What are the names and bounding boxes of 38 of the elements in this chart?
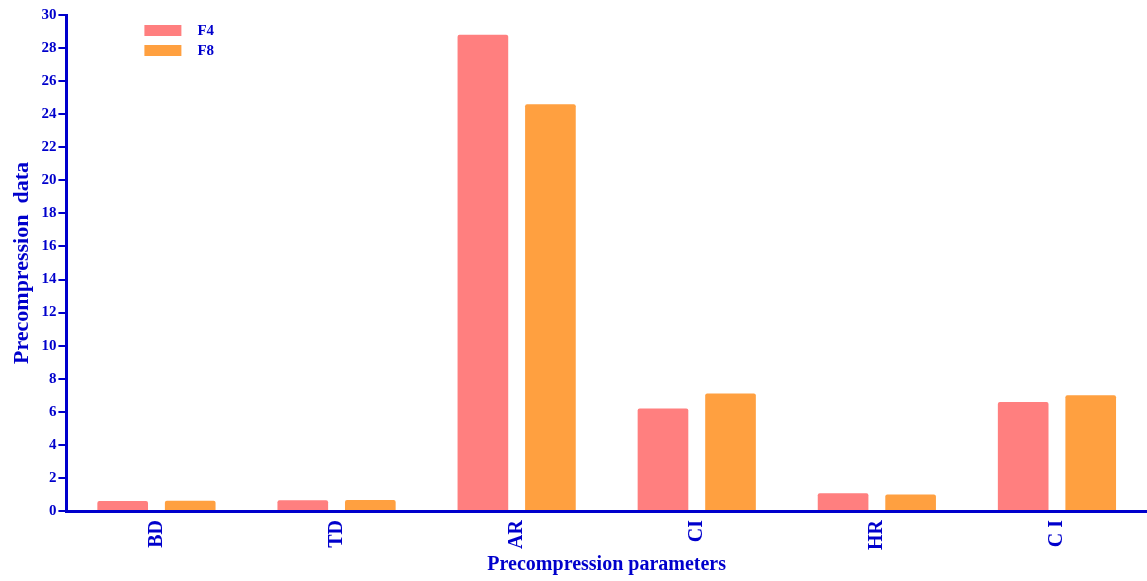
- bar: [997, 401, 1049, 510]
- x-tick-label: BD: [143, 520, 166, 548]
- y-tick-label: 14: [41, 270, 57, 287]
- y-tick-label: 10: [41, 336, 57, 353]
- y-tick-label: 6: [48, 402, 57, 419]
- y-tick-label: 16: [41, 237, 57, 254]
- y-tick-label: 22: [41, 138, 57, 155]
- legend-label: F4: [197, 21, 215, 38]
- x-tick-label: CI: [683, 519, 706, 543]
- y-tick-label: 28: [41, 38, 57, 55]
- bar: [1065, 395, 1117, 510]
- x-tick-label: TD: [323, 520, 346, 548]
- legend-label: F8: [197, 41, 215, 58]
- y-tick-label: 26: [41, 72, 57, 89]
- x-tick-label: AR: [503, 519, 526, 549]
- y-tick-label: 24: [41, 105, 57, 122]
- bar: [457, 34, 509, 510]
- y-tick-label: 4: [48, 435, 57, 452]
- y-tick-label: 18: [41, 204, 57, 221]
- x-tick-label: C I: [1044, 519, 1067, 548]
- y-tick-label: 8: [48, 369, 57, 386]
- y-tick-label: 2: [48, 468, 57, 485]
- x-tick-label: HR: [864, 519, 887, 550]
- y-tick-label: 12: [41, 303, 57, 320]
- bar: [817, 493, 869, 510]
- bar: [344, 499, 396, 510]
- bar: [637, 408, 689, 510]
- bar: [97, 501, 149, 510]
- y-tick-label: 30: [41, 5, 57, 22]
- bar: [164, 500, 216, 510]
- x-axis-title: Precompression parameters: [487, 552, 727, 576]
- y-axis-title: Precompression data: [7, 161, 33, 365]
- y-tick-label: 20: [41, 171, 57, 188]
- bar: [885, 494, 936, 510]
- y-tick-label: 0: [48, 501, 57, 518]
- bar: [705, 393, 756, 510]
- bar: [525, 104, 576, 510]
- bar: [277, 500, 329, 510]
